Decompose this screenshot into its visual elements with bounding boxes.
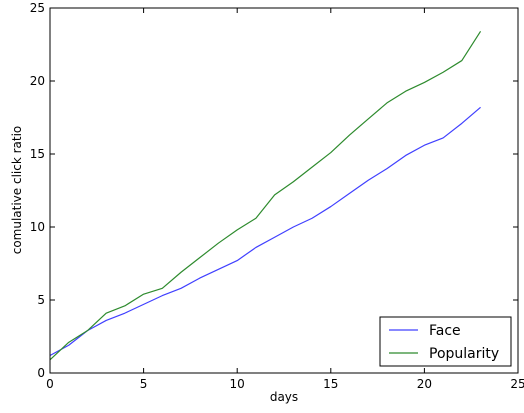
y-tick-label: 0 bbox=[37, 366, 45, 380]
y-tick-label: 25 bbox=[30, 1, 45, 15]
legend-label-popularity: Popularity bbox=[429, 346, 499, 362]
y-axis-label: comulative click ratio bbox=[10, 126, 24, 255]
legend-box bbox=[379, 316, 512, 367]
y-tick-label: 15 bbox=[30, 147, 45, 161]
legend-label-face: Face bbox=[429, 323, 461, 339]
axes: 0 5 10 15 20 25 0 5 10 15 20 25 bbox=[30, 1, 524, 391]
y-tick-label: 5 bbox=[37, 293, 45, 307]
plot-area bbox=[49, 31, 482, 361]
x-tick-label: 20 bbox=[417, 377, 432, 391]
series-line-face bbox=[49, 106, 481, 357]
legend: Face Popularity bbox=[379, 316, 512, 367]
plot-frame bbox=[49, 7, 519, 374]
x-tick-label: 0 bbox=[46, 377, 54, 391]
y-tick-label: 10 bbox=[30, 220, 45, 234]
x-tick-label: 25 bbox=[510, 377, 524, 391]
x-tick-label: 10 bbox=[230, 377, 245, 391]
x-tick-label: 15 bbox=[323, 377, 338, 391]
x-tick-label: 5 bbox=[140, 377, 148, 391]
y-tick-label: 20 bbox=[30, 74, 45, 88]
series-line-popularity bbox=[49, 31, 482, 361]
x-axis-label: days bbox=[270, 390, 298, 404]
